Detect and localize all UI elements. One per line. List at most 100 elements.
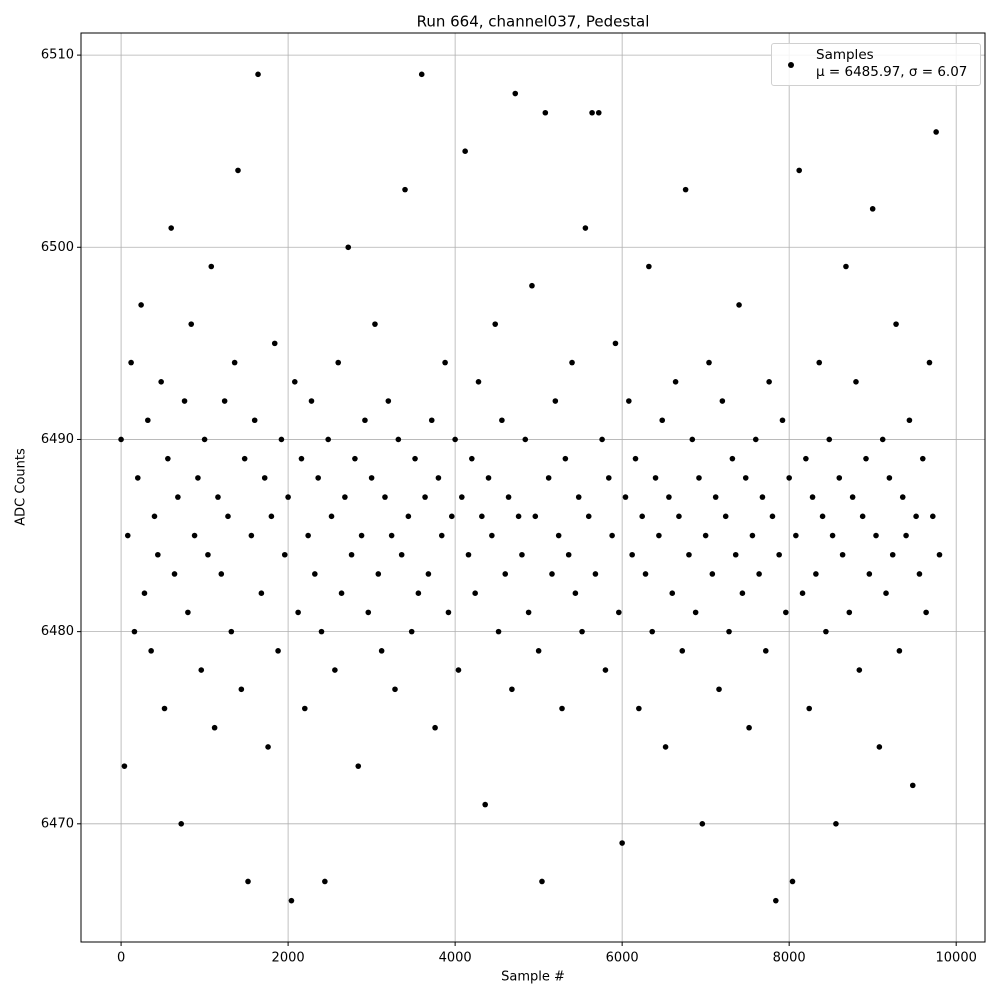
data-point <box>281 551 288 558</box>
data-point <box>138 302 144 308</box>
data-point <box>662 744 669 750</box>
data-point <box>565 551 572 558</box>
data-point <box>779 417 786 424</box>
data-point <box>302 705 308 712</box>
data-point <box>245 878 251 885</box>
chart-title: Run 664, channel037, Pedestal <box>417 13 650 31</box>
data-point <box>288 897 295 904</box>
data-point <box>646 263 652 270</box>
data-point <box>555 532 562 539</box>
data-point <box>505 494 512 500</box>
data-point <box>686 551 692 558</box>
data-point <box>218 571 225 577</box>
data-point <box>592 571 599 577</box>
data-point <box>629 551 635 558</box>
data-point <box>221 398 228 404</box>
data-point <box>709 571 716 577</box>
data-point <box>405 513 412 520</box>
data-point <box>408 628 415 635</box>
data-point <box>619 840 625 846</box>
data-point <box>809 494 816 500</box>
data-point <box>305 532 311 539</box>
data-point <box>362 417 368 424</box>
data-point <box>228 628 235 635</box>
data-point <box>171 571 178 577</box>
data-point <box>525 609 532 616</box>
data-point <box>141 590 148 596</box>
data-point <box>739 590 746 596</box>
data-point <box>275 648 281 654</box>
x-tick-label: 0 <box>117 951 125 966</box>
data-point <box>589 109 595 116</box>
data-point <box>823 628 829 635</box>
data-point <box>899 494 906 500</box>
data-point <box>438 532 445 539</box>
data-point <box>415 590 422 596</box>
data-point <box>495 628 502 635</box>
data-point <box>803 455 809 462</box>
data-point <box>622 494 629 500</box>
data-point <box>492 321 499 327</box>
y-axis-label: ADC Counts <box>14 448 29 526</box>
data-point <box>559 705 565 712</box>
data-point <box>936 551 943 558</box>
data-point <box>482 801 488 808</box>
legend-swatch <box>788 62 794 68</box>
data-point <box>776 551 782 558</box>
data-point <box>255 71 261 78</box>
y-tick-label: 6500 <box>41 240 74 255</box>
data-point <box>161 705 168 712</box>
data-point <box>459 494 465 500</box>
data-point <box>866 571 873 577</box>
data-point <box>612 340 619 347</box>
data-point <box>762 648 769 654</box>
data-point <box>235 167 241 174</box>
data-point <box>445 609 452 616</box>
data-point <box>185 609 191 616</box>
data-point <box>151 513 158 520</box>
data-point <box>719 398 726 404</box>
data-point <box>595 109 602 116</box>
data-point <box>519 551 525 558</box>
data-point <box>448 513 455 520</box>
data-point <box>712 494 719 500</box>
data-point <box>158 379 164 385</box>
data-point <box>585 513 592 520</box>
data-point <box>118 436 124 443</box>
data-point <box>425 571 432 577</box>
y-tick-label: 6490 <box>41 432 74 447</box>
data-point <box>752 436 759 443</box>
data-point <box>889 551 896 558</box>
data-point <box>328 513 335 520</box>
data-point <box>903 532 909 539</box>
data-point <box>372 321 378 327</box>
data-point <box>746 724 752 731</box>
data-point <box>322 878 328 885</box>
data-point <box>609 532 615 539</box>
data-point <box>649 628 656 635</box>
data-point <box>392 686 398 693</box>
data-point <box>906 417 913 424</box>
data-point <box>398 551 405 558</box>
data-point <box>572 590 579 596</box>
data-point <box>535 648 542 654</box>
data-point <box>428 417 435 424</box>
data-point <box>462 148 468 154</box>
data-point <box>806 705 813 712</box>
data-point <box>124 532 131 539</box>
data-point <box>919 455 926 462</box>
data-point <box>512 90 519 97</box>
data-point <box>799 590 806 596</box>
data-point <box>836 475 843 481</box>
data-point <box>312 571 318 577</box>
legend-marker <box>788 62 794 68</box>
data-point <box>509 686 515 693</box>
data-point <box>291 379 298 385</box>
data-point <box>248 532 255 539</box>
x-tick-label: 6000 <box>606 951 639 966</box>
data-point <box>736 302 742 308</box>
data-point <box>849 494 856 500</box>
data-point <box>315 475 321 481</box>
data-point <box>552 398 559 404</box>
